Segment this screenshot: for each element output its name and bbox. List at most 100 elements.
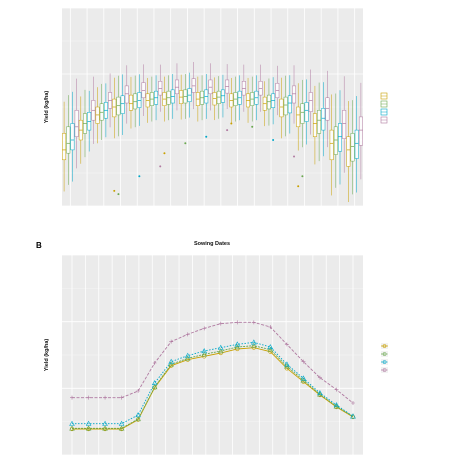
panel-a-boxes xyxy=(62,61,363,203)
data-point xyxy=(235,320,240,325)
panel-a-grid xyxy=(62,7,363,207)
data-point xyxy=(267,344,274,350)
data-point xyxy=(217,348,224,354)
outlier-point xyxy=(293,155,296,158)
panel-b: B Yield (kg/ha) xyxy=(36,241,388,456)
data-point xyxy=(118,425,125,431)
outlier-point xyxy=(113,189,116,192)
data-point xyxy=(184,355,191,361)
data-point xyxy=(70,395,74,400)
box xyxy=(292,85,296,104)
outlier-point xyxy=(272,139,275,141)
data-point xyxy=(119,395,124,400)
data-point xyxy=(267,346,274,352)
data-point xyxy=(168,358,174,364)
data-point xyxy=(218,321,223,326)
data-point xyxy=(136,389,141,393)
box xyxy=(279,98,284,118)
data-point xyxy=(102,425,108,431)
box xyxy=(317,110,322,134)
data-point xyxy=(201,351,208,357)
box xyxy=(112,98,117,118)
outlier-point xyxy=(117,193,120,196)
box xyxy=(342,110,347,139)
data-point xyxy=(300,375,307,381)
legend-key-marker xyxy=(382,352,387,356)
box xyxy=(350,133,355,162)
series-line xyxy=(72,321,354,404)
data-point xyxy=(251,320,256,325)
data-point xyxy=(86,395,91,400)
panel-a: Yield (kg/ha) Sowing Dates xyxy=(44,7,388,247)
data-point xyxy=(317,391,323,397)
panel-b-legend xyxy=(381,343,388,373)
outlier-point xyxy=(138,175,141,178)
data-point xyxy=(103,395,108,400)
data-point xyxy=(284,361,290,367)
box xyxy=(70,123,75,151)
data-point xyxy=(333,403,340,409)
data-point xyxy=(201,348,208,354)
data-point xyxy=(169,339,174,344)
data-point xyxy=(202,326,207,331)
data-point xyxy=(85,425,92,431)
box xyxy=(300,103,305,124)
box xyxy=(287,95,292,114)
data-point xyxy=(135,412,141,418)
data-point xyxy=(151,384,158,390)
panel-a-x-axis-title: Sowing Dates xyxy=(194,241,230,247)
panel-b-lines xyxy=(69,320,356,432)
box xyxy=(312,113,317,137)
panel-a-legend xyxy=(380,92,388,124)
box xyxy=(124,85,129,104)
outlier-point xyxy=(184,142,187,145)
outlier-point xyxy=(226,129,229,132)
data-point xyxy=(351,401,355,405)
box xyxy=(358,116,363,146)
data-point xyxy=(301,359,306,364)
outlier-point xyxy=(159,165,162,168)
data-point xyxy=(151,380,158,386)
data-point xyxy=(85,420,92,426)
data-point xyxy=(234,344,241,350)
box xyxy=(333,126,338,155)
data-point xyxy=(168,361,174,367)
data-point xyxy=(350,413,356,419)
box xyxy=(321,108,326,131)
box xyxy=(346,136,351,167)
legend-key-marker xyxy=(382,360,387,364)
outlier-point xyxy=(230,122,233,125)
box xyxy=(296,106,301,128)
box xyxy=(283,96,288,116)
data-point xyxy=(69,420,75,426)
box xyxy=(66,126,71,154)
box xyxy=(325,97,330,121)
data-point xyxy=(118,420,125,426)
data-point xyxy=(69,425,75,431)
data-point xyxy=(152,361,157,365)
data-point xyxy=(334,387,339,392)
outlier-point xyxy=(251,125,254,128)
box xyxy=(120,95,125,114)
panel-b-label: B xyxy=(36,241,42,250)
series-line xyxy=(72,347,354,430)
box xyxy=(338,123,342,152)
data-point xyxy=(234,341,241,347)
data-point xyxy=(317,375,322,380)
data-point xyxy=(333,402,340,408)
box xyxy=(308,92,313,112)
data-point xyxy=(317,390,323,396)
panel-b-y-axis-title: Yield (kg/ha) xyxy=(44,339,50,372)
legend-key-marker xyxy=(382,368,387,372)
data-point xyxy=(251,339,257,345)
panel-b-grid xyxy=(62,254,363,456)
box xyxy=(354,129,359,159)
panel-a-y-axis-title: Yield (kg/ha) xyxy=(44,91,50,124)
box xyxy=(62,133,67,161)
data-point xyxy=(135,416,141,422)
data-point xyxy=(217,344,224,350)
box xyxy=(329,129,334,161)
data-point xyxy=(251,342,257,348)
box xyxy=(304,102,309,122)
